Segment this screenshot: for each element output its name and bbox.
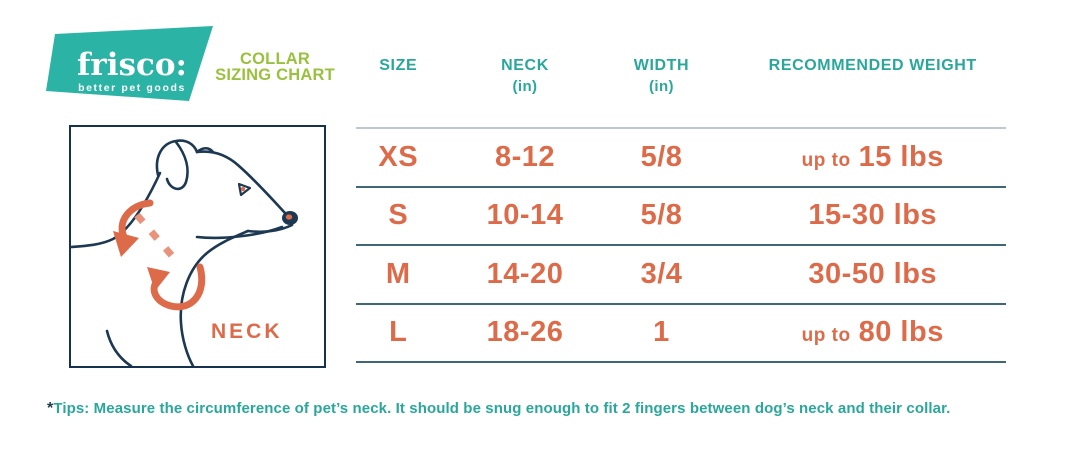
width-value: 3/4 (640, 257, 683, 290)
column-header-sub: (in) (649, 78, 674, 95)
page-title-line1: COLLAR (240, 50, 310, 68)
dog-outline (71, 139, 294, 366)
weight-main: 80 lbs (858, 316, 944, 349)
brand-name: frisco: (77, 47, 187, 83)
neck-value: 14-20 (486, 257, 564, 290)
column-header-label: NECK (501, 57, 549, 74)
page-title: COLLAR SIZING CHART (202, 50, 348, 84)
size-value: XS (378, 140, 419, 173)
dog-eye-pupil (240, 186, 246, 192)
width-value: 5/8 (640, 199, 683, 232)
weight-main: 30-50 lbs (808, 257, 938, 290)
column-header-label: RECOMMENDED WEIGHT (768, 57, 977, 74)
table-row-m: M 14-20 3/4 30-50 lbs (356, 246, 1006, 305)
frisco-logo: frisco: better pet goods (44, 25, 216, 103)
weight-value: 15-30 lbs (714, 199, 1007, 232)
column-header-sub: (in) (512, 78, 538, 95)
neck-label: NECK (211, 320, 283, 343)
table-row-l: L 18-26 1 up to 80 lbs (356, 305, 1007, 363)
frisco-logo-banner-icon: frisco: better pet goods (46, 26, 213, 101)
weight-main: 15 lbs (858, 140, 944, 173)
weight-prefix: up to (801, 325, 851, 347)
width-value: 5/8 (640, 140, 683, 173)
column-header-recommended-weight: RECOMMENDED WEIGHT (714, 57, 1007, 95)
page-title-line2: SIZING CHART (215, 66, 335, 84)
tips-footnote: *Tips: Measure the circumference of pet’… (47, 400, 950, 418)
weight-prefix: up to (801, 149, 851, 171)
size-value: M (385, 257, 411, 290)
sizing-table: XS 8-12 5/8 up to 15 lbs S 10-14 5/8 15-… (356, 127, 1006, 363)
table-row-xs: XS 8-12 5/8 up to 15 lbs (356, 129, 1006, 188)
neck-value: 8-12 (494, 140, 556, 173)
column-header-size: SIZE (356, 57, 441, 95)
column-header-label: WIDTH (633, 57, 690, 74)
weight-value: up to 15 lbs (714, 141, 1007, 174)
brand-tagline: better pet goods (78, 82, 186, 94)
neck-value: 18-26 (486, 316, 564, 349)
column-header-sub (740, 78, 1007, 95)
column-header-label: SIZE (379, 57, 418, 74)
dog-nose-highlight (285, 214, 293, 220)
width-value: 1 (653, 316, 670, 349)
footnote-text: Tips: Measure the circumference of pet’s… (53, 400, 951, 417)
weight-value: 30-50 lbs (714, 258, 1007, 291)
footnote-asterisk: * (47, 400, 54, 417)
weight-value: up to 80 lbs (714, 316, 1007, 349)
measure-dashed-line (134, 212, 182, 267)
measure-arrow-upper (118, 199, 154, 241)
logo-banner-shape (46, 26, 213, 101)
table-row-s: S 10-14 5/8 15-30 lbs (356, 188, 1007, 246)
weight-main: 15-30 lbs (808, 199, 938, 232)
neck-value: 10-14 (486, 199, 564, 232)
size-value: L (389, 316, 408, 349)
measure-arrowhead-lower-icon (147, 267, 170, 291)
dog-illustration-icon: NECK (71, 139, 298, 366)
column-header-sub (356, 78, 441, 95)
measure-arrowhead-upper-icon (113, 231, 139, 257)
size-value: S (388, 199, 409, 232)
column-header-width: WIDTH (in) (610, 57, 714, 95)
table-header-row: SIZE NECK (in) WIDTH (in) RECOMMENDED WE… (356, 57, 1006, 95)
neck-measurement-diagram: NECK (69, 125, 326, 368)
column-header-neck: NECK (in) (441, 57, 610, 95)
